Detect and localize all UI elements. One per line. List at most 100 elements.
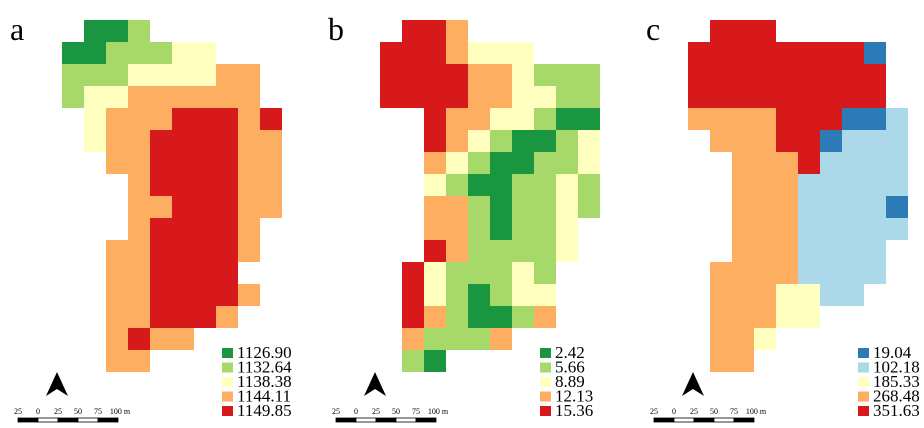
scale-segment — [375, 417, 397, 423]
grid-cell — [150, 42, 172, 64]
grid-cell — [238, 130, 260, 152]
grid-cell — [842, 284, 864, 306]
grid-cell — [106, 20, 128, 42]
grid-cell — [172, 130, 194, 152]
grid-cell — [172, 152, 194, 174]
scale-segment — [77, 417, 99, 423]
grid-cell — [128, 350, 150, 372]
grid-cell — [754, 108, 776, 130]
grid-cell — [424, 284, 446, 306]
grid-cell — [688, 42, 710, 64]
grid-cell — [150, 108, 172, 130]
grid-cell — [820, 130, 842, 152]
grid-cell — [754, 240, 776, 262]
grid-cell — [446, 20, 468, 42]
grid-cell — [732, 328, 754, 350]
grid-cell — [84, 86, 106, 108]
grid-cell — [798, 174, 820, 196]
grid-cell — [446, 284, 468, 306]
grid-cell — [842, 86, 864, 108]
grid-cell — [172, 42, 194, 64]
grid-cell — [754, 130, 776, 152]
grid-cell — [710, 42, 732, 64]
grid-cell — [446, 218, 468, 240]
grid-cell — [128, 108, 150, 130]
grid-cell — [172, 174, 194, 196]
grid-cell — [238, 196, 260, 218]
legend-label: 185.33 — [873, 372, 920, 391]
legend-label: 19.04 — [873, 343, 912, 362]
grid-cell — [490, 306, 512, 328]
grid-cell — [260, 196, 282, 218]
grid-cell — [490, 108, 512, 130]
grid-cell — [820, 240, 842, 262]
grid-cell — [754, 328, 776, 350]
legend-swatch — [540, 348, 551, 358]
grid-cell — [128, 42, 150, 64]
north-arrow — [682, 372, 704, 396]
grid-cell — [216, 196, 238, 218]
grid-cell — [820, 218, 842, 240]
legend-label: 1138.38 — [237, 372, 292, 391]
legend-swatch — [222, 406, 233, 416]
grid-cell — [468, 262, 490, 284]
grid-cell — [424, 108, 446, 130]
grid-cell — [446, 262, 468, 284]
grid-cell — [886, 218, 908, 240]
scale-label: 25 — [14, 407, 22, 416]
scale-segment — [713, 417, 735, 423]
grid-cell — [402, 64, 424, 86]
grid-cell — [864, 262, 886, 284]
grid-cell — [820, 262, 842, 284]
grid-cell — [798, 306, 820, 328]
north-arrow — [364, 372, 386, 396]
legend-label: 268.48 — [873, 386, 920, 405]
grid-cell — [776, 196, 798, 218]
scale-segment — [335, 417, 357, 423]
grid-cell — [798, 86, 820, 108]
grid-cell — [424, 306, 446, 328]
grid-cell — [402, 350, 424, 372]
grid-cell — [710, 130, 732, 152]
grid-cell — [886, 108, 908, 130]
grid-cell — [776, 218, 798, 240]
grid-cell — [172, 86, 194, 108]
grid-cell — [446, 108, 468, 130]
grid-cell — [150, 86, 172, 108]
grid-cell — [710, 86, 732, 108]
scale-segment — [673, 417, 695, 423]
legend-swatch — [222, 377, 233, 387]
grid-cell — [468, 306, 490, 328]
grid-cell — [194, 130, 216, 152]
grid-cell — [128, 328, 150, 350]
grid-cell — [864, 218, 886, 240]
grid-cell — [864, 42, 886, 64]
grid-cell — [534, 306, 556, 328]
grid-cell — [842, 262, 864, 284]
grid-cell — [106, 306, 128, 328]
grid-cell — [194, 262, 216, 284]
grid-cell — [490, 284, 512, 306]
grid-cell — [512, 240, 534, 262]
grid-cell — [402, 306, 424, 328]
grid-cell — [776, 86, 798, 108]
grid-cell — [688, 86, 710, 108]
grid-cell — [468, 130, 490, 152]
grid-cell — [106, 42, 128, 64]
grid-cell — [754, 42, 776, 64]
grid-cell — [424, 174, 446, 196]
grid-cell — [238, 174, 260, 196]
grid-cell — [776, 152, 798, 174]
legend-swatch — [858, 377, 869, 387]
grid-cell — [260, 152, 282, 174]
grid-cell — [776, 284, 798, 306]
grid-cell — [468, 240, 490, 262]
grid-cell — [512, 108, 534, 130]
grid-cell — [150, 284, 172, 306]
grid-cell — [84, 108, 106, 130]
grid-cell — [194, 240, 216, 262]
grid-cell — [732, 218, 754, 240]
grid-cell — [84, 20, 106, 42]
grid-cell — [424, 20, 446, 42]
legend-label: 1144.11 — [237, 386, 291, 405]
